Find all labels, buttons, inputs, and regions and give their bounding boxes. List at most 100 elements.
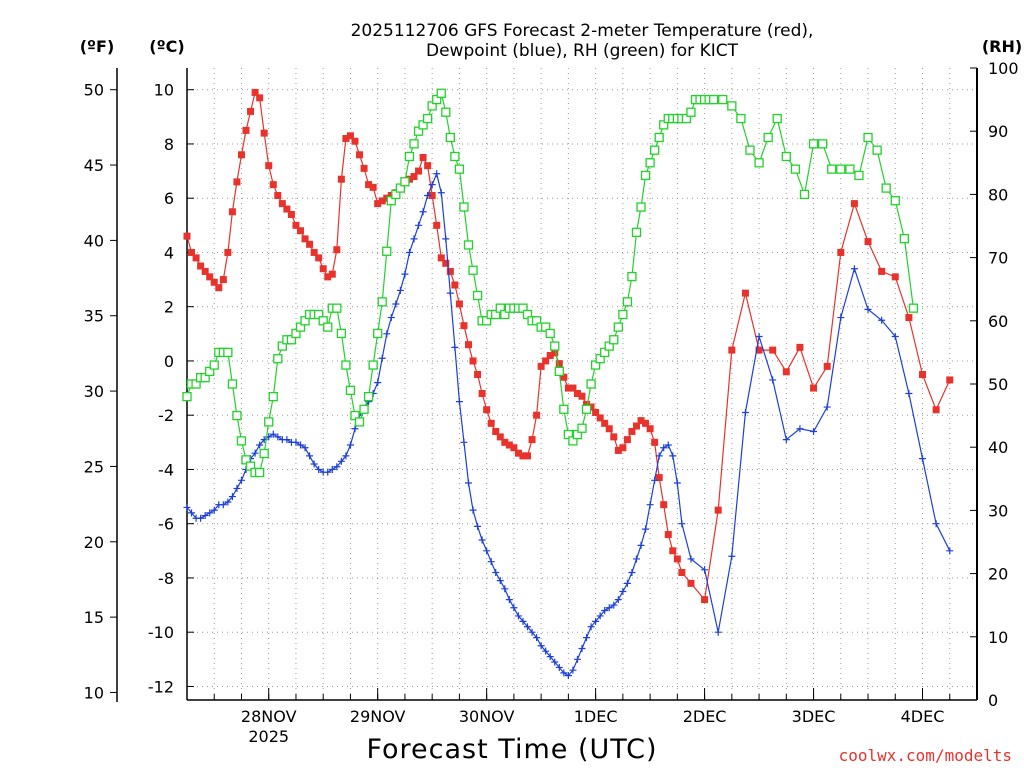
dewpoint-point xyxy=(619,588,627,596)
temperature-point xyxy=(428,191,436,199)
temperature-point xyxy=(678,569,686,577)
rh-tick-label: 40 xyxy=(988,438,1008,457)
rh-point xyxy=(581,404,592,414)
dewpoint-point xyxy=(301,444,309,452)
temperature-point xyxy=(365,181,373,189)
dewpoint-point xyxy=(337,457,345,465)
dewpoint-point xyxy=(451,343,459,351)
dewpoint-point xyxy=(555,663,563,671)
temperature-point xyxy=(464,341,472,349)
temperature-point xyxy=(247,107,255,115)
dewpoint-point xyxy=(333,463,341,471)
dewpoint-point xyxy=(283,436,291,444)
temperature-point xyxy=(651,438,659,446)
dewpoint-point xyxy=(560,669,568,677)
temperature-point xyxy=(237,151,245,159)
rh-point xyxy=(363,391,374,402)
x-axis-title: Forecast Time (UTC) xyxy=(366,734,657,765)
rh-point xyxy=(554,366,564,377)
series-line-dewpoint xyxy=(186,171,951,677)
temperature-point xyxy=(219,276,227,284)
rh-point xyxy=(236,436,247,446)
temperature-point xyxy=(533,411,541,419)
dewpoint-point xyxy=(505,596,513,604)
dewpoint-point xyxy=(755,333,763,341)
temperature-point xyxy=(878,267,886,275)
temperature-point xyxy=(664,531,672,539)
temperature-point xyxy=(528,436,536,444)
gridlines xyxy=(187,68,977,700)
temperature-point xyxy=(269,181,277,189)
x-tick-label: 2DEC xyxy=(683,707,727,726)
rh-point xyxy=(745,145,755,155)
dewpoint-point xyxy=(660,444,668,452)
temperature-point xyxy=(233,178,241,186)
dewpoint-point xyxy=(610,601,618,609)
temperature-point xyxy=(374,200,382,208)
temperature-point xyxy=(551,349,559,357)
dewpoint-point xyxy=(678,520,686,528)
temperature-point xyxy=(601,419,609,427)
dewpoint-point xyxy=(651,476,659,484)
celsius-tick-label: 8 xyxy=(164,135,174,154)
temperature-point xyxy=(714,506,722,514)
dewpoint-point xyxy=(714,628,722,636)
dewpoint-point xyxy=(228,493,236,501)
temperature-point xyxy=(755,346,763,354)
temperature-point xyxy=(542,357,550,365)
rh-point xyxy=(445,132,455,143)
fahrenheit-tick-label: 15 xyxy=(84,608,104,627)
temperature-point xyxy=(197,262,205,270)
rh-point xyxy=(808,139,819,149)
rh-point xyxy=(359,404,369,414)
series-1-group xyxy=(183,170,954,680)
dewpoint-point xyxy=(919,455,927,463)
rh-point xyxy=(436,88,446,98)
dewpoint-point xyxy=(419,208,427,216)
temperature-point xyxy=(337,175,345,183)
temperature-point xyxy=(278,200,286,208)
temperature-point xyxy=(188,248,196,256)
temperature-point xyxy=(378,197,386,205)
rh-point xyxy=(273,354,283,364)
temperature-point xyxy=(642,419,650,427)
dewpoint-point xyxy=(878,316,886,324)
series-line-relative-humidity xyxy=(186,91,914,474)
celsius-tick-label: -6 xyxy=(158,515,174,534)
rh-point xyxy=(323,322,333,332)
rh-tick-label: 10 xyxy=(988,628,1008,647)
dewpoint-point xyxy=(510,604,518,612)
temperature-point xyxy=(592,408,600,416)
rh-point xyxy=(223,347,233,358)
series-2-group xyxy=(182,88,919,478)
rh-point xyxy=(645,158,655,168)
temperature-point xyxy=(274,191,282,199)
rh-point xyxy=(640,170,651,181)
temperature-point xyxy=(891,273,899,281)
axes: 1086420-2-4-6-8-10-125045403530252015101… xyxy=(84,59,1019,746)
dewpoint-point xyxy=(501,585,509,593)
fahrenheit-axis-unit: (ºF) xyxy=(80,37,115,56)
dewpoint-point xyxy=(188,509,196,517)
dewpoint-point xyxy=(782,436,790,444)
dewpoint-point xyxy=(306,452,314,460)
temperature-point xyxy=(215,284,223,292)
rh-point xyxy=(545,328,555,339)
dewpoint-point xyxy=(864,305,872,313)
celsius-tick-label: 10 xyxy=(154,81,174,100)
dewpoint-point xyxy=(655,452,663,460)
dewpoint-point xyxy=(528,628,536,636)
dewpoint-point xyxy=(837,314,845,322)
rh-point xyxy=(863,132,873,143)
temperature-point xyxy=(919,371,927,379)
fahrenheit-tick-label: 25 xyxy=(84,457,104,476)
rh-point xyxy=(827,164,837,174)
temperature-point xyxy=(864,238,872,246)
celsius-axis-unit: (ºC) xyxy=(149,37,184,56)
dewpoint-point xyxy=(310,460,318,468)
dewpoint-point xyxy=(810,427,818,435)
temperature-point xyxy=(451,281,459,289)
temperature-point xyxy=(360,164,368,172)
credit-link[interactable]: coolwx.com/modelts xyxy=(839,746,1012,765)
